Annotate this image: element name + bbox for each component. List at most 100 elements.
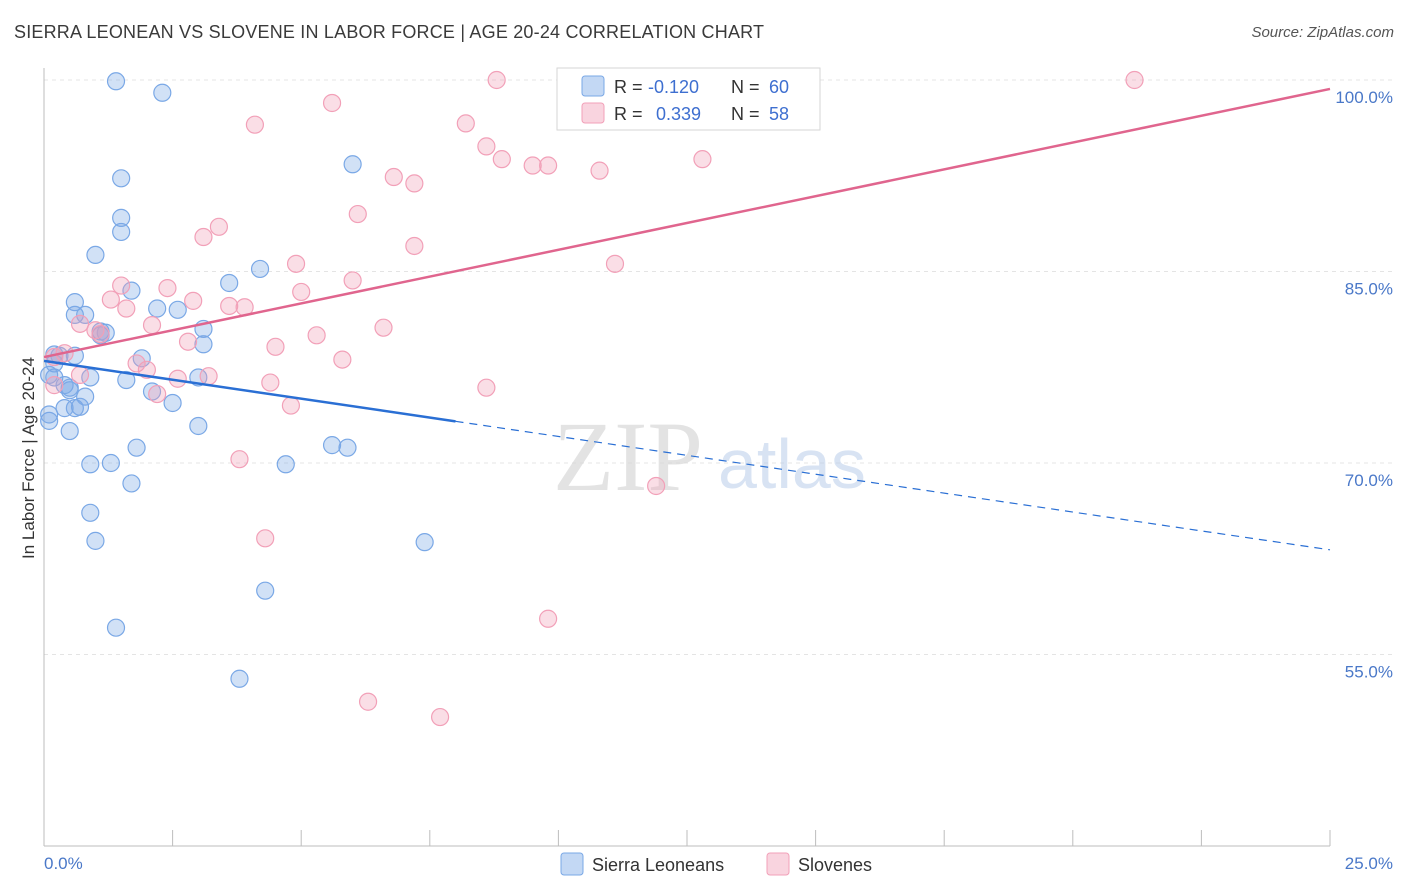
- point-slovene-0: [487, 70, 506, 90]
- legend-swatch-slovenes: [581, 102, 605, 124]
- legend-n-label-0: N =: [731, 77, 760, 97]
- point-sierra-leonean-3: [112, 169, 131, 188]
- point-slovene-34: [91, 324, 110, 344]
- point-slovene-52: [647, 476, 666, 496]
- y-axis-label: In Labor Force | Age 20-24: [19, 357, 38, 559]
- y-tick-label-2: 85.0%: [1345, 280, 1393, 299]
- point-slovene-36: [178, 332, 198, 351]
- point-slovene-23: [158, 278, 177, 298]
- point-sierra-leonean-28: [117, 370, 136, 390]
- point-sierra-leonean-51: [86, 531, 105, 550]
- point-sierra-leonean-30: [55, 376, 74, 395]
- point-slovene-21: [343, 271, 362, 290]
- y-tick-label-0: 55.0%: [1345, 663, 1393, 682]
- point-sierra-leonean-46: [81, 455, 100, 474]
- stats-legend-box: [556, 67, 821, 131]
- point-slovene-4: [322, 93, 342, 113]
- watermark: ZIP atlas: [553, 401, 866, 512]
- point-slovene-30: [142, 316, 162, 335]
- point-slovene-50: [281, 396, 301, 415]
- trend-line-slovenes: [43, 87, 1331, 359]
- point-sierra-leonean-4: [112, 208, 131, 227]
- point-slovene-10: [523, 156, 542, 175]
- watermark-atlas: atlas: [718, 425, 866, 503]
- point-slovene-54: [539, 609, 558, 628]
- point-sierra-leonean-6: [86, 245, 105, 265]
- point-sierra-leonean-39: [40, 405, 59, 424]
- point-slovene-27: [220, 296, 239, 316]
- point-sierra-leonean-26: [45, 368, 64, 387]
- point-slovene-12: [590, 161, 609, 180]
- point-sierra-leonean-11: [148, 299, 167, 318]
- point-sierra-leonean-50: [81, 503, 100, 522]
- point-sierra-leonean-53: [256, 581, 275, 600]
- point-slovene-15: [348, 204, 367, 224]
- x-tick-label-min: 0.0%: [44, 854, 83, 873]
- point-sierra-leonean-35: [163, 393, 182, 413]
- point-sierra-leonean-23: [132, 349, 151, 368]
- legend-r-label-0: R =: [614, 77, 643, 97]
- point-slovene-42: [137, 360, 156, 379]
- point-slovene-41: [127, 354, 146, 373]
- point-sierra-leonean-48: [276, 455, 295, 474]
- point-slovene-6: [456, 114, 475, 133]
- point-slovene-25: [101, 290, 120, 309]
- point-sierra-leonean-7: [250, 259, 270, 279]
- point-sierra-leonean-44: [338, 438, 357, 457]
- series-legend-label-slovenes: Slovenes: [798, 855, 872, 875]
- series-legend-label-sierra-leoneans: Sierra Leoneans: [592, 855, 724, 875]
- point-sierra-leonean-45: [127, 438, 146, 457]
- chart-source: Source: ZipAtlas.com: [1251, 24, 1394, 41]
- point-sierra-leonean-43: [322, 436, 342, 455]
- point-slovene-55: [358, 692, 378, 711]
- point-slovene-49: [148, 384, 167, 404]
- point-slovene-29: [117, 299, 136, 318]
- trend-line-sierra-leoneans-extrapolated: [455, 420, 1331, 551]
- series-legend-swatch-sierra-leoneans: [560, 852, 584, 876]
- point-slovene-16: [209, 217, 228, 236]
- point-sierra-leonean-8: [220, 273, 239, 293]
- point-slovene-31: [374, 318, 393, 337]
- point-sierra-leonean-2: [343, 155, 362, 174]
- point-slovene-40: [333, 350, 352, 369]
- point-sierra-leonean-47: [101, 453, 120, 473]
- point-slovene-2: [1125, 70, 1144, 90]
- point-sierra-leonean-25: [40, 365, 59, 385]
- trend-line-sierra-leoneans: [43, 359, 456, 423]
- point-sierra-leonean-5: [112, 222, 131, 242]
- point-sierra-leonean-40: [40, 411, 59, 430]
- point-slovene-53: [256, 529, 275, 548]
- point-sierra-leonean-10: [65, 293, 84, 312]
- point-slovene-19: [286, 254, 306, 273]
- point-slovene-8: [492, 150, 511, 169]
- series-legend: Sierra Leoneans Slovenes: [560, 852, 872, 876]
- point-sierra-leonean-42: [60, 421, 79, 441]
- point-slovene-20: [605, 254, 625, 273]
- point-sierra-leonean-12: [168, 300, 187, 319]
- legend-swatch-sierra-leoneans: [581, 75, 605, 97]
- legend-r-value-1: 0.339: [656, 104, 701, 124]
- y-tick-label-3: 100.0%: [1335, 88, 1393, 107]
- point-slovene-14: [405, 174, 424, 193]
- point-sierra-leonean-55: [230, 669, 249, 688]
- legend-n-value-1: 58: [769, 104, 789, 124]
- y-tick-label-1: 70.0%: [1345, 471, 1393, 490]
- point-sierra-leonean-14: [76, 305, 95, 325]
- point-slovene-51: [230, 450, 249, 469]
- point-slovene-56: [430, 707, 450, 727]
- point-slovene-32: [70, 314, 90, 333]
- point-slovene-48: [477, 378, 496, 397]
- axes: 55.0% 70.0% 85.0% 100.0%: [43, 68, 1393, 847]
- series-legend-swatch-slovenes: [766, 852, 790, 876]
- point-slovene-22: [112, 276, 131, 295]
- point-sierra-leonean-41: [189, 416, 208, 436]
- point-slovene-17: [194, 227, 213, 247]
- point-slovene-47: [261, 373, 280, 392]
- point-sierra-leonean-19: [194, 335, 213, 354]
- point-slovene-43: [70, 365, 90, 385]
- legend-r-label-1: R =: [614, 104, 643, 124]
- point-sierra-leonean-52: [415, 533, 434, 552]
- point-sierra-leonean-54: [106, 618, 126, 637]
- point-slovene-13: [384, 167, 403, 187]
